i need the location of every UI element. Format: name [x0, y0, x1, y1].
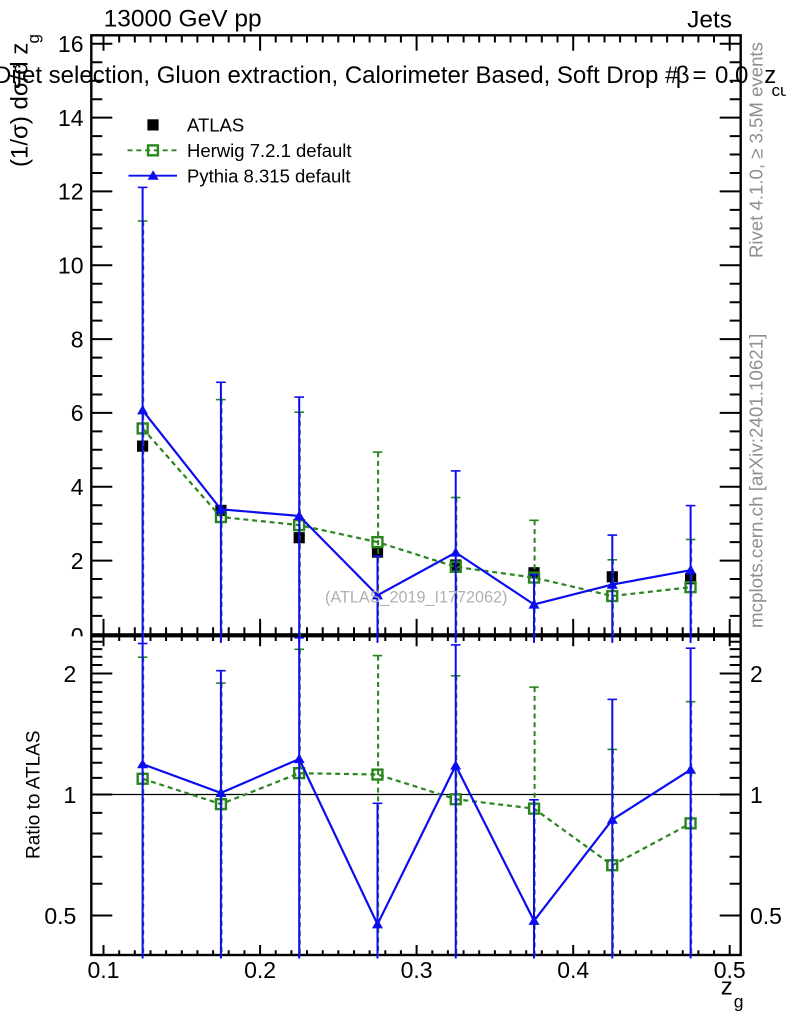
svg-text:mcplots.cern.ch [arXiv:2401.10: mcplots.cern.ch [arXiv:2401.10621]: [746, 334, 767, 628]
svg-text:g: g: [734, 992, 744, 1012]
svg-text:0: 0: [71, 623, 84, 649]
svg-text:g: g: [24, 34, 43, 43]
svg-text:16: 16: [58, 31, 84, 57]
svg-text:12: 12: [58, 179, 84, 205]
svg-text:#: #: [665, 62, 679, 89]
svg-text:13000 GeV pp: 13000 GeV pp: [104, 6, 262, 33]
svg-text:z: z: [721, 973, 733, 1000]
svg-text:Rivet 4.1.0, ≥ 3.5M events: Rivet 4.1.0, ≥ 3.5M events: [746, 42, 767, 258]
svg-text:0.1: 0.1: [88, 957, 120, 983]
svg-text:cut: cut: [772, 81, 786, 100]
svg-text:0.5: 0.5: [44, 903, 76, 929]
svg-text:2: 2: [64, 661, 77, 687]
svg-text:0.5: 0.5: [714, 957, 746, 983]
svg-text:0.2: 0.2: [244, 957, 276, 983]
svg-text:Jets: Jets: [687, 7, 732, 34]
svg-text:1: 1: [64, 782, 77, 808]
svg-text:Herwig 7.2.1 default: Herwig 7.2.1 default: [187, 140, 352, 161]
svg-text:8: 8: [71, 326, 84, 352]
svg-text:2: 2: [71, 548, 84, 574]
svg-text:2: 2: [750, 661, 763, 687]
svg-text:0.3: 0.3: [401, 957, 433, 983]
svg-text:Pythia 8.315 default: Pythia 8.315 default: [187, 165, 351, 186]
svg-text:(1/σ) dσ/d z: (1/σ) dσ/d z: [7, 43, 34, 167]
svg-text:14: 14: [58, 105, 84, 131]
svg-text:1: 1: [750, 782, 763, 808]
svg-text:0.5: 0.5: [750, 903, 782, 929]
svg-text:0.4: 0.4: [557, 957, 589, 983]
svg-text:=: =: [693, 62, 707, 89]
svg-text:10: 10: [58, 253, 84, 279]
svg-text:β: β: [676, 62, 690, 89]
svg-text:Dijet selection, Gluon extract: Dijet selection, Gluon extraction, Calor…: [0, 62, 658, 89]
svg-text:(ATLAS_2019_I1772062): (ATLAS_2019_I1772062): [325, 589, 507, 607]
svg-text:4: 4: [71, 474, 84, 500]
svg-text:z: z: [764, 62, 776, 89]
svg-text:0.0: 0.0: [715, 62, 748, 89]
svg-text:ATLAS: ATLAS: [187, 115, 244, 136]
svg-text:Ratio to ATLAS: Ratio to ATLAS: [24, 731, 45, 860]
svg-text:6: 6: [71, 400, 84, 426]
